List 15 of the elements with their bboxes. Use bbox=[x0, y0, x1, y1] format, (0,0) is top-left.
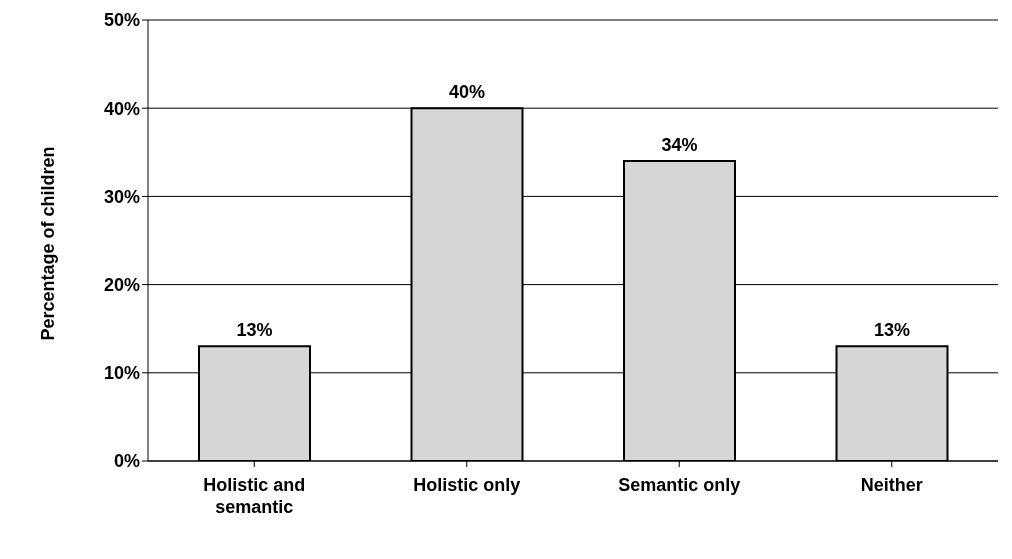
data-label: 40% bbox=[448, 82, 486, 103]
y-axis-title: Percentage of children bbox=[38, 146, 59, 341]
x-tick-label: Holistic only bbox=[413, 475, 521, 495]
y-tick-label: 40% bbox=[103, 98, 140, 119]
x-tick-label: Holistic and semantic bbox=[203, 475, 306, 517]
data-label: 34% bbox=[661, 135, 698, 156]
y-tick-label: 10% bbox=[103, 363, 140, 384]
data-label: 13% bbox=[873, 320, 911, 341]
y-tick-label: 30% bbox=[103, 186, 140, 207]
data-label: 13% bbox=[236, 320, 273, 341]
y-tick-label: 0% bbox=[113, 451, 140, 472]
x-tick-label: Neither bbox=[860, 475, 923, 495]
y-tick-label: 50% bbox=[103, 10, 140, 31]
y-tick-label: 20% bbox=[103, 274, 140, 295]
x-tick-label: Semantic only bbox=[618, 475, 741, 495]
